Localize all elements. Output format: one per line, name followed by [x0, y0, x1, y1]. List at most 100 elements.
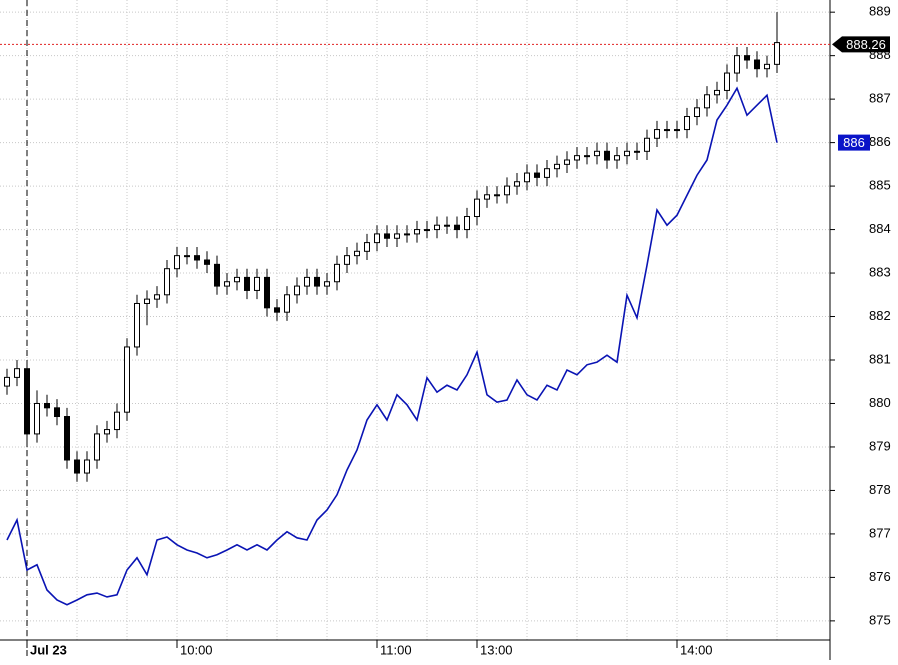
candle-body	[264, 276, 270, 309]
y-tick-label: 878	[869, 482, 891, 497]
price-tag-label: 888.26	[846, 37, 886, 52]
candle-body	[354, 250, 360, 257]
candle-body	[744, 55, 750, 61]
x-tick-label: 11:00	[380, 642, 412, 657]
candle-body	[734, 55, 740, 74]
candle-body	[524, 172, 530, 183]
candle-body	[284, 294, 290, 313]
candle-body	[334, 263, 340, 283]
y-tick-label: 877	[869, 525, 891, 540]
x-tick-label: 10:00	[180, 642, 213, 657]
candle-body	[234, 276, 240, 283]
candle-body	[4, 376, 10, 387]
price-tag-label: 886	[843, 135, 865, 150]
candle-body	[304, 276, 310, 287]
candle-body	[584, 155, 590, 158]
candle-body	[184, 255, 190, 258]
candle-body	[694, 107, 700, 118]
x-tick-label: Jul 23	[30, 642, 67, 657]
y-tick-label: 887	[869, 91, 891, 106]
y-tick-label: 881	[869, 351, 891, 366]
candle-body	[324, 281, 330, 287]
candle-body	[654, 129, 660, 139]
candle-body	[674, 129, 680, 132]
candle-body	[224, 281, 230, 287]
candle-body	[564, 159, 570, 165]
candle-body	[214, 263, 220, 287]
candle-body	[194, 255, 200, 261]
y-tick-label: 883	[869, 264, 891, 279]
y-tick-label: 882	[869, 308, 891, 323]
x-tick-label: 14:00	[680, 642, 713, 657]
candle-body	[534, 172, 540, 178]
candle-body	[494, 194, 500, 197]
price-line	[6, 86, 778, 606]
candle-body	[104, 429, 110, 435]
candle-body	[704, 94, 710, 109]
candle-body	[514, 181, 520, 187]
candle-body	[374, 233, 380, 244]
candle-body	[624, 150, 630, 157]
candle-body	[444, 224, 450, 227]
candle-body	[114, 411, 120, 431]
candle-body	[64, 416, 70, 461]
candle-body	[394, 233, 400, 239]
candle-body	[274, 307, 280, 313]
candle-body	[34, 402, 40, 435]
candle-body	[434, 224, 440, 231]
candle-body	[154, 294, 160, 300]
y-tick-label: 885	[869, 178, 891, 193]
candle-body	[684, 116, 690, 131]
candle-body	[94, 433, 100, 461]
candle-body	[614, 155, 620, 161]
candle-body	[164, 268, 170, 296]
candle-body	[474, 198, 480, 218]
y-tick-label: 880	[869, 395, 891, 410]
y-tick-label: 889	[869, 4, 891, 19]
candle-body	[44, 402, 50, 409]
candle-body	[344, 255, 350, 265]
candle-body	[204, 259, 210, 265]
candle-body	[754, 59, 760, 70]
candle-body	[384, 233, 390, 239]
candle-body	[134, 302, 140, 348]
candle-body	[604, 150, 610, 161]
candle-body	[24, 368, 30, 435]
candle-body	[724, 72, 730, 91]
candle-body	[634, 150, 640, 153]
candle-body	[544, 168, 550, 178]
candle-body	[774, 42, 780, 65]
y-tick-label: 884	[869, 221, 891, 236]
candle-body	[554, 163, 560, 170]
candle-body	[294, 285, 300, 296]
candle-body	[404, 233, 410, 236]
candle-body	[364, 242, 370, 252]
candle-body	[54, 407, 60, 418]
candle-body	[464, 216, 470, 231]
y-tick-label: 879	[869, 438, 891, 453]
candle-body	[84, 459, 90, 474]
candle-body	[574, 155, 580, 161]
price-tag	[838, 134, 870, 151]
candle-body	[664, 129, 670, 132]
x-tick-label: 13:00	[480, 642, 513, 657]
candle-body	[454, 224, 460, 231]
candle-body	[174, 255, 180, 270]
candle-body	[504, 185, 510, 196]
y-tick-label: 876	[869, 569, 891, 584]
price-tag	[832, 36, 890, 53]
candle-body	[254, 276, 260, 291]
candle-body	[74, 459, 80, 474]
candle-body	[414, 229, 420, 235]
y-tick-label: 875	[869, 612, 891, 627]
candle-body	[424, 229, 430, 232]
candle-body	[714, 89, 720, 96]
candle-body	[144, 298, 150, 304]
candle-body	[764, 63, 770, 70]
candle-body	[484, 194, 490, 200]
candle-body	[644, 137, 650, 152]
candle-body	[314, 276, 320, 287]
candle-body	[594, 150, 600, 157]
candle-body	[124, 346, 130, 413]
